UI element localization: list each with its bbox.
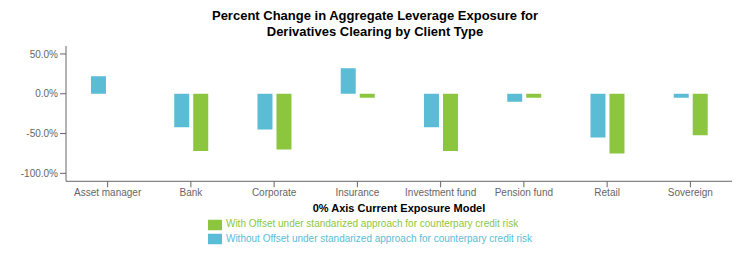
svg-text:Retail: Retail — [594, 187, 620, 198]
html-text:Without Offset under standariz: Without Offset under standarized approac… — [226, 232, 532, 244]
svg-text:Investment fund: Investment fund — [405, 187, 476, 198]
html-text:With Offset under standarized: With Offset under standarized approach f… — [226, 218, 519, 230]
svg-text:0.0%: 0.0% — [35, 88, 58, 99]
svg-text:Pension fund: Pension fund — [495, 187, 553, 198]
svg-text:0% Axis Current Exposure Model: 0% Axis Current Exposure Model — [313, 202, 486, 214]
svg-text:Asset manager: Asset manager — [74, 187, 142, 198]
svg-text:50.0%: 50.0% — [30, 49, 58, 60]
svg-text:Bank: Bank — [179, 187, 203, 198]
html-text:Percent Change in Aggregate Le: Percent Change in Aggregate Leverage Exp… — [212, 8, 538, 23]
svg-text:-100.0%: -100.0% — [21, 168, 58, 179]
svg-text:Corporate: Corporate — [252, 187, 297, 198]
svg-text:Insurance: Insurance — [335, 187, 379, 198]
svg-text:Sovereign: Sovereign — [668, 187, 713, 198]
html-text:Derivatives Clearing by Client: Derivatives Clearing by Client Type — [266, 24, 484, 39]
svg-text:-50.0%: -50.0% — [26, 128, 58, 139]
